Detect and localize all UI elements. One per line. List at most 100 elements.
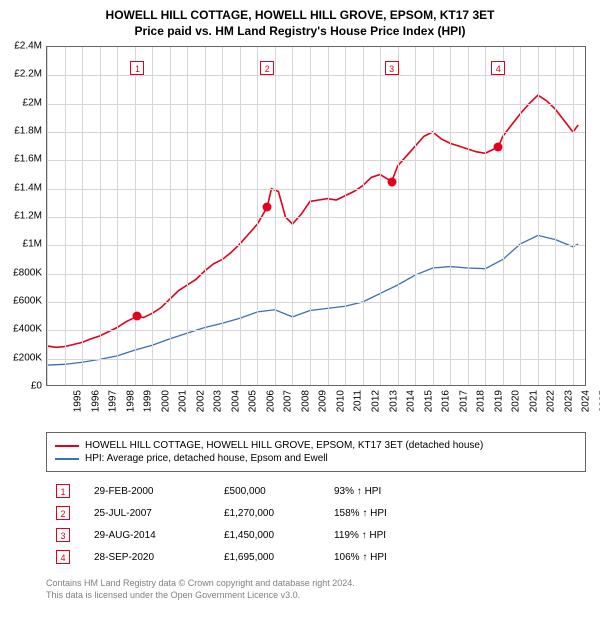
sales-row-pct: 93% ↑ HPI: [334, 486, 424, 497]
sales-row-date: 29-FEB-2000: [94, 486, 224, 497]
x-tick-label: 2017: [458, 390, 469, 412]
legend-swatch-hpi: [55, 458, 79, 460]
x-tick-label: 2003: [213, 390, 224, 412]
sale-marker: [133, 312, 142, 321]
sales-row-flag: 1: [56, 484, 70, 498]
sales-row-price: £1,270,000: [224, 508, 334, 519]
y-tick-label: £1.8M: [2, 126, 42, 137]
grid-line-v: [292, 47, 293, 385]
sales-row-flag: 4: [56, 550, 70, 564]
footer-line-2: This data is licensed under the Open Gov…: [46, 590, 355, 602]
legend-item-hpi: HPI: Average price, detached house, Epso…: [55, 453, 577, 464]
sales-row-price: £500,000: [224, 486, 334, 497]
y-tick-label: £800K: [2, 267, 42, 278]
x-tick-label: 2011: [352, 390, 363, 412]
x-tick-label: 1997: [107, 390, 118, 412]
sale-flag: 1: [130, 61, 144, 75]
grid-line-v: [222, 47, 223, 385]
x-tick-label: 1999: [142, 390, 153, 412]
x-tick-label: 1996: [90, 390, 101, 412]
y-tick-label: £0: [2, 381, 42, 392]
x-tick-label: 2008: [300, 390, 311, 412]
x-tick-label: 2013: [388, 390, 399, 412]
grid-line-h: [47, 330, 585, 331]
grid-line-v: [520, 47, 521, 385]
grid-line-v: [240, 47, 241, 385]
grid-line-v: [275, 47, 276, 385]
x-tick-label: 2012: [370, 390, 381, 412]
y-tick-label: £1.6M: [2, 154, 42, 165]
grid-line-v: [257, 47, 258, 385]
sales-row: 3 29-AUG-2014£1,450,000119% ↑ HPI: [56, 524, 424, 546]
grid-line-v: [363, 47, 364, 385]
sale-marker: [263, 203, 272, 212]
sales-row-pct: 106% ↑ HPI: [334, 552, 424, 563]
grid-line-h: [47, 274, 585, 275]
x-tick-label: 2000: [160, 390, 171, 412]
footer: Contains HM Land Registry data © Crown c…: [46, 578, 355, 601]
plot-area: 1234: [46, 46, 586, 386]
chart-title: HOWELL HILL COTTAGE, HOWELL HILL GROVE, …: [0, 0, 600, 39]
grid-line-h: [47, 302, 585, 303]
series-line: [47, 235, 578, 365]
sale-marker: [494, 142, 503, 151]
grid-line-h: [47, 160, 585, 161]
x-tick-label: 2002: [195, 390, 206, 412]
grid-line-v: [468, 47, 469, 385]
sales-row-date: 29-AUG-2014: [94, 530, 224, 541]
sales-row-pct: 158% ↑ HPI: [334, 508, 424, 519]
y-tick-label: £1.2M: [2, 211, 42, 222]
grid-line-v: [433, 47, 434, 385]
chart-container: HOWELL HILL COTTAGE, HOWELL HILL GROVE, …: [0, 0, 600, 620]
sales-row-date: 28-SEP-2020: [94, 552, 224, 563]
grid-line-v: [310, 47, 311, 385]
footer-line-1: Contains HM Land Registry data © Crown c…: [46, 578, 355, 590]
x-tick-label: 1998: [125, 390, 136, 412]
legend: HOWELL HILL COTTAGE, HOWELL HILL GROVE, …: [46, 432, 586, 472]
sales-row: 2 25-JUL-2007£1,270,000158% ↑ HPI: [56, 502, 424, 524]
grid-line-h: [47, 245, 585, 246]
x-tick-label: 2022: [546, 390, 557, 412]
grid-line-h: [47, 189, 585, 190]
grid-line-v: [555, 47, 556, 385]
legend-label-hpi: HPI: Average price, detached house, Epso…: [85, 453, 328, 464]
legend-swatch-property: [55, 445, 79, 447]
legend-item-property: HOWELL HILL COTTAGE, HOWELL HILL GROVE, …: [55, 440, 577, 451]
sales-row-flag: 3: [56, 528, 70, 542]
grid-line-v: [328, 47, 329, 385]
sales-row-pct: 119% ↑ HPI: [334, 530, 424, 541]
grid-line-h: [47, 104, 585, 105]
x-tick-label: 2018: [475, 390, 486, 412]
grid-line-v: [135, 47, 136, 385]
sales-table: 1 29-FEB-2000£500,00093% ↑ HPI 2 25-JUL-200…: [56, 480, 424, 568]
grid-line-v: [100, 47, 101, 385]
x-tick-label: 1995: [72, 390, 83, 412]
grid-line-v: [47, 47, 48, 385]
sales-row-price: £1,695,000: [224, 552, 334, 563]
grid-line-v: [380, 47, 381, 385]
x-tick-label: 2007: [283, 390, 294, 412]
x-tick-label: 2020: [511, 390, 522, 412]
grid-line-v: [450, 47, 451, 385]
y-tick-label: £2.4M: [2, 41, 42, 52]
grid-line-v: [345, 47, 346, 385]
sales-row: 4 28-SEP-2020£1,695,000106% ↑ HPI: [56, 546, 424, 568]
x-tick-label: 2024: [581, 390, 592, 412]
sale-flag: 4: [491, 61, 505, 75]
grid-line-v: [152, 47, 153, 385]
sales-row: 1 29-FEB-2000£500,00093% ↑ HPI: [56, 480, 424, 502]
x-tick-label: 2009: [318, 390, 329, 412]
sales-row-date: 25-JUL-2007: [94, 508, 224, 519]
grid-line-v: [82, 47, 83, 385]
sales-row-price: £1,450,000: [224, 530, 334, 541]
y-tick-label: £200K: [2, 352, 42, 363]
sales-row-flag: 2: [56, 506, 70, 520]
grid-line-v: [485, 47, 486, 385]
grid-line-v: [503, 47, 504, 385]
grid-line-v: [415, 47, 416, 385]
x-tick-label: 2014: [405, 390, 416, 412]
grid-line-v: [65, 47, 66, 385]
grid-line-v: [205, 47, 206, 385]
sale-flag: 2: [260, 61, 274, 75]
x-tick-label: 2023: [563, 390, 574, 412]
